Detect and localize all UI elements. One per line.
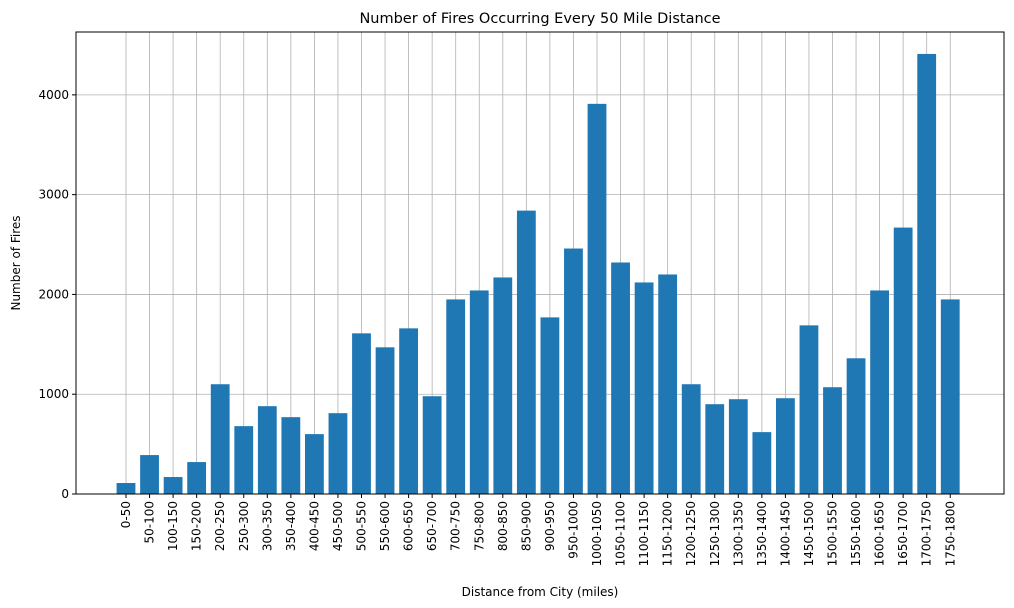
bar-250-300 (234, 426, 254, 494)
bar-900-950 (540, 317, 560, 494)
bar-800-850 (493, 277, 513, 494)
x-tick-label: 750-800 (472, 501, 486, 551)
bar-1050-1100 (611, 262, 630, 494)
x-tick-label: 1400-1450 (778, 501, 792, 566)
bar-1400-1450 (776, 398, 795, 494)
x-tick-label: 550-600 (378, 501, 392, 551)
bar-0-50 (116, 483, 136, 494)
x-tick-label: 350-400 (284, 501, 298, 551)
bar-500-550 (352, 333, 371, 494)
x-tick-label: 400-450 (307, 501, 321, 551)
x-tick-label: 1500-1550 (826, 501, 840, 566)
x-tick-label: 1050-1100 (614, 501, 628, 566)
bar-750-800 (469, 290, 489, 494)
x-tick-label: 950-1000 (566, 501, 580, 559)
x-tick-label: 800-850 (496, 501, 510, 551)
x-tick-label: 1600-1650 (873, 501, 887, 566)
x-tick-label: 1450-1500 (802, 501, 816, 566)
bar-550-600 (375, 347, 395, 494)
x-tick-label: 150-200 (190, 501, 204, 551)
bar-1550-1600 (846, 358, 866, 494)
y-tick-label: 0 (61, 487, 69, 501)
bar-700-750 (446, 299, 466, 494)
x-tick-label: 1200-1250 (684, 501, 698, 566)
bar-200-250 (210, 384, 230, 494)
x-tick-label: 900-950 (543, 501, 557, 551)
x-tick-label: 1300-1350 (731, 501, 745, 566)
x-tick-label: 1750-1800 (943, 501, 957, 566)
bar-1500-1550 (823, 387, 842, 494)
y-tick-label: 1000 (38, 387, 69, 401)
x-tick-label: 100-150 (166, 501, 180, 551)
x-tick-label: 1250-1300 (708, 501, 722, 566)
y-tick-label: 3000 (38, 188, 69, 202)
bar-1600-1650 (870, 290, 889, 494)
chart-title: Number of Fires Occurring Every 50 Mile … (359, 11, 720, 27)
bar-600-650 (399, 328, 418, 494)
bar-1700-1750 (917, 53, 937, 494)
bar-1150-1200 (658, 274, 678, 494)
bar-100-150 (163, 477, 183, 494)
x-axis: 0-50 50-100 100-150 150-200 200-250 250-300 30… (119, 494, 957, 566)
x-axis-title: Distance from City (miles) (462, 585, 619, 599)
x-tick-label: 1700-1750 (920, 501, 934, 566)
x-tick-label: 1650-1700 (896, 501, 910, 566)
plot-area-frame (75, 31, 1005, 495)
x-tick-label: 300-350 (260, 501, 274, 551)
x-tick-label: 1000-1050 (590, 501, 604, 566)
x-tick-label: 1550-1600 (849, 501, 863, 566)
bar-850-900 (516, 210, 536, 494)
x-tick-label: 200-250 (213, 501, 227, 551)
bar-650-700 (422, 396, 442, 494)
bar-950-1000 (564, 248, 583, 494)
bar-150-200 (187, 462, 207, 494)
bar-1000-1050 (587, 103, 607, 495)
bar-1350-1400 (752, 432, 772, 494)
x-tick-label: 650-700 (425, 501, 439, 551)
y-axis-title: Number of Fires (9, 215, 23, 310)
y-tick-label: 2000 (38, 287, 69, 301)
x-tick-label: 600-650 (402, 501, 416, 551)
bar-1450-1500 (799, 325, 819, 494)
x-tick-label: 700-750 (449, 501, 463, 551)
x-tick-label: 850-900 (519, 501, 533, 551)
x-tick-label: 0-50 (119, 501, 133, 528)
x-tick-label: 1350-1400 (755, 501, 769, 566)
bar-450-500 (328, 413, 348, 494)
x-tick-label: 500-550 (355, 501, 369, 551)
bar-400-450 (305, 434, 324, 494)
x-tick-label: 450-500 (331, 501, 345, 551)
y-tick-label: 4000 (38, 88, 69, 102)
bar-1250-1300 (705, 404, 725, 494)
y-axis: 0 1000 2000 3000 4000 (38, 88, 76, 501)
x-tick-label: 1100-1150 (637, 501, 651, 566)
x-tick-label: 250-300 (237, 501, 251, 551)
bars (116, 53, 960, 495)
x-tick-label: 1150-1200 (661, 501, 675, 566)
bar-1100-1150 (634, 282, 654, 494)
bar-1650-1700 (893, 227, 913, 495)
bar-1300-1350 (728, 399, 748, 494)
bar-1200-1250 (681, 384, 701, 494)
bar-300-350 (257, 406, 277, 494)
bar-1750-1800 (940, 299, 960, 494)
x-tick-label: 50-100 (143, 501, 157, 544)
bar-50-100 (140, 455, 159, 494)
bar-350-400 (281, 417, 301, 494)
